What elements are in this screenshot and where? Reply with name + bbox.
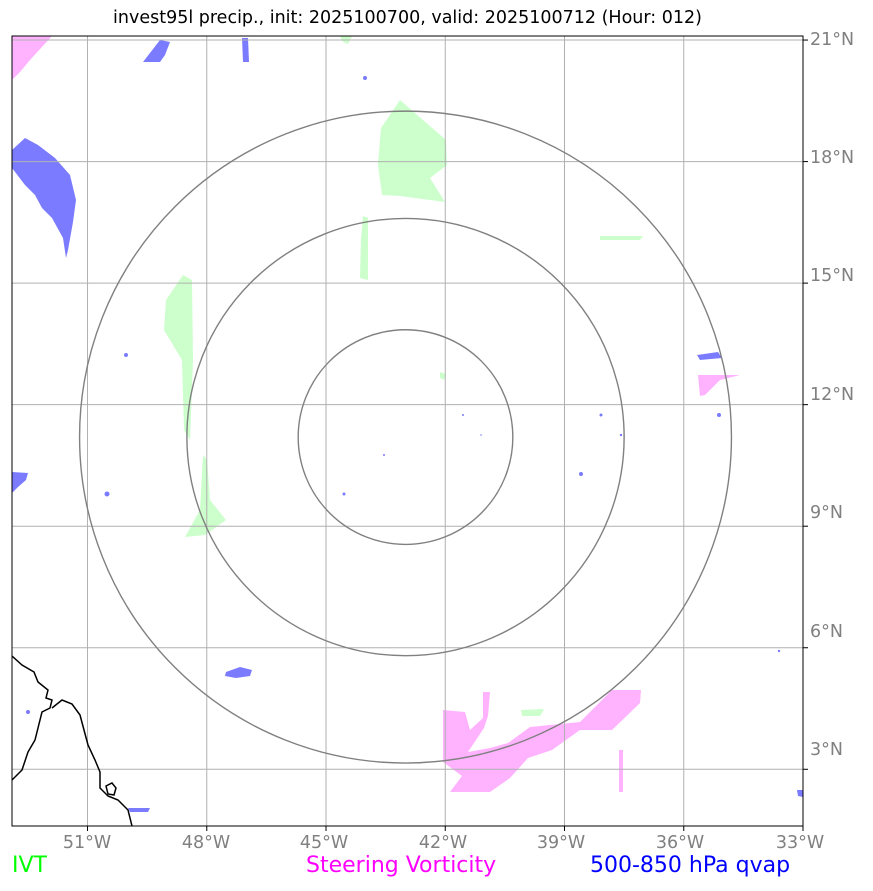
lon-label-42w: 42°W [418, 833, 468, 853]
range-ring [78, 110, 733, 764]
lat-label-15n: 15°N [810, 266, 855, 286]
qvap-regions [12, 38, 803, 812]
coastline [12, 655, 133, 826]
legend-steering-vorticity: Steering Vorticity [306, 853, 497, 878]
lat-label-9n: 9°N [810, 503, 843, 523]
vorticity-regions [12, 36, 740, 792]
lat-label-18n: 18°N [810, 148, 855, 168]
lat-label-12n: 12°N [810, 385, 855, 405]
gridlines [12, 36, 803, 826]
map-title: invest95l precip., init: 2025100700, val… [113, 8, 702, 28]
lon-label-48w: 48°W [181, 833, 231, 853]
lon-label-51w: 51°W [62, 833, 112, 853]
legend-ivt: IVT [12, 853, 47, 878]
ivt-regions [164, 36, 643, 716]
lat-label-3n: 3°N [810, 740, 843, 760]
lat-label-6n: 6°N [810, 622, 843, 642]
axis-ticks [87, 39, 808, 831]
legend-qvap: 500-850 hPa qvap [590, 853, 791, 878]
lat-label-21n: 21°N [810, 30, 855, 50]
lon-label-45w: 45°W [299, 833, 349, 853]
range-ring [186, 217, 625, 657]
range-ring [297, 329, 514, 546]
map-frame [11, 35, 804, 827]
range-rings [78, 110, 733, 764]
lon-label-39w: 39°W [536, 833, 586, 853]
lon-label-33w: 33°W [775, 833, 825, 853]
lon-label-36w: 36°W [655, 833, 705, 853]
